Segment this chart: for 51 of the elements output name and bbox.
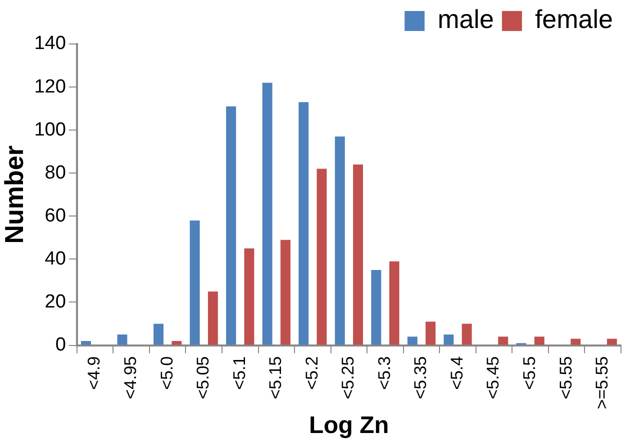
bar — [262, 82, 272, 345]
legend-label: female — [534, 4, 614, 34]
x-tick-label: <5.0 — [157, 356, 176, 390]
x-tick-label: <4.9 — [84, 356, 104, 390]
x-tick-label: <5.1 — [230, 356, 249, 390]
bar — [190, 220, 200, 345]
x-tick-label: <5.4 — [447, 356, 466, 390]
x-tick-label: <5.5 — [520, 356, 540, 390]
bar — [280, 240, 290, 345]
x-tick-label: <5.35 — [411, 356, 430, 400]
y-tick-label: 140 — [34, 33, 66, 54]
bar — [172, 340, 182, 345]
bar — [226, 106, 236, 345]
bar — [570, 338, 581, 345]
bar — [244, 248, 254, 345]
y-tick-label: 20 — [44, 291, 66, 312]
x-tick-label: <5.45 — [484, 356, 503, 400]
y-tick-label: 0 — [55, 334, 66, 356]
y-tick-label: 120 — [34, 76, 66, 98]
bar — [498, 336, 508, 345]
bar — [606, 338, 617, 345]
x-tick-label: <4.95 — [121, 356, 140, 400]
bar — [407, 336, 418, 345]
x-tick-label: <5.25 — [338, 356, 358, 400]
bar — [444, 334, 454, 345]
x-tick-label: <5.3 — [374, 356, 394, 390]
y-tick-label: 40 — [44, 248, 66, 270]
y-axis-title: Number — [0, 146, 29, 244]
bar — [353, 164, 364, 345]
bar — [462, 324, 472, 345]
bar — [334, 136, 345, 345]
bar — [426, 322, 436, 345]
y-tick-label: 60 — [44, 205, 66, 226]
y-tick-label: 100 — [34, 119, 66, 140]
y-tick-label: 80 — [44, 162, 66, 184]
bar — [298, 102, 309, 345]
bar — [117, 334, 128, 345]
bar — [389, 261, 400, 345]
x-axis-title: Log Zn — [308, 412, 389, 440]
bar — [316, 168, 327, 345]
x-tick-label: >=5.55 — [592, 356, 612, 410]
x-tick-label: <5.2 — [302, 356, 322, 390]
bar — [154, 324, 164, 345]
bar — [208, 291, 218, 345]
bar — [80, 340, 91, 345]
x-tick-label: <5.55 — [556, 356, 576, 400]
legend-label: male — [438, 4, 494, 34]
bar — [371, 270, 382, 345]
x-tick-label: <5.05 — [194, 356, 213, 400]
bar — [534, 336, 544, 345]
x-tick-label: <5.15 — [266, 356, 286, 400]
